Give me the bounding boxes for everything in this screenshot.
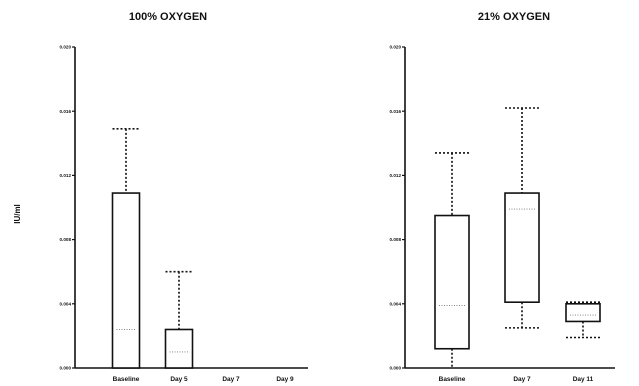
box-plot-day-7 [504, 107, 540, 329]
y-tick-label: 0.004 [60, 301, 72, 306]
x-tick-labels: Baseline Day 7 Day 11 [439, 376, 594, 383]
y-tick-label: 0.012 [390, 173, 402, 178]
y-tick-label: 0.012 [60, 173, 72, 178]
x-tick-label: Baseline [439, 376, 466, 383]
y-tick-label: 0.016 [60, 109, 72, 114]
y-tick-label: 0.020 [60, 45, 72, 50]
box-plot-day-5 [164, 270, 194, 369]
y-tick-label: 0.008 [390, 237, 402, 242]
y-axis-label: IU/ml [13, 204, 22, 224]
y-tick-label: 0.000 [390, 366, 402, 371]
iqr-box [111, 192, 141, 369]
box-plot-baseline [111, 128, 141, 369]
iqr-box [434, 214, 470, 350]
x-tick-labels: Baseline Day 5 Day 7 Day 9 [113, 376, 294, 383]
panel-title: 21% OXYGEN [478, 11, 550, 23]
box-plot-day-11 [565, 301, 601, 339]
iqr-box [565, 302, 601, 323]
y-tick-label: 0.000 [60, 366, 72, 371]
box-plots [434, 107, 601, 368]
x-tick-label: Baseline [113, 376, 140, 383]
x-tick-label: Day 7 [222, 376, 240, 383]
x-tick-label: Day 7 [513, 376, 531, 383]
iqr-box [164, 328, 194, 369]
y-tick-label: 0.008 [60, 237, 72, 242]
x-tick-label: Day 9 [276, 376, 294, 383]
y-tick-label: 0.004 [390, 301, 402, 306]
y-tick-label: 0.020 [390, 45, 402, 50]
chart-panel-100-oxygen: 100% OXYGEN 0.0000.0040.0080.0120.0160.0… [60, 11, 308, 383]
iqr-box [504, 192, 540, 303]
y-tick-labels: 0.000 0.004 0.008 0.012 0.016 0.020 [60, 45, 75, 371]
x-tick-label: Day 5 [170, 376, 188, 383]
box-plots [111, 128, 194, 369]
x-tick-label: Day 11 [573, 376, 594, 383]
y-tick-labels: 0.000 0.004 0.008 0.012 0.016 0.020 [390, 45, 405, 371]
panel-title: 100% OXYGEN [129, 11, 207, 23]
chart-panel-21-oxygen: 21% OXYGEN 0.000 0.004 0.008 0.012 0.016 0.02… [390, 11, 615, 383]
box-plot-baseline [434, 152, 470, 368]
y-tick-label: 0.016 [390, 109, 402, 114]
